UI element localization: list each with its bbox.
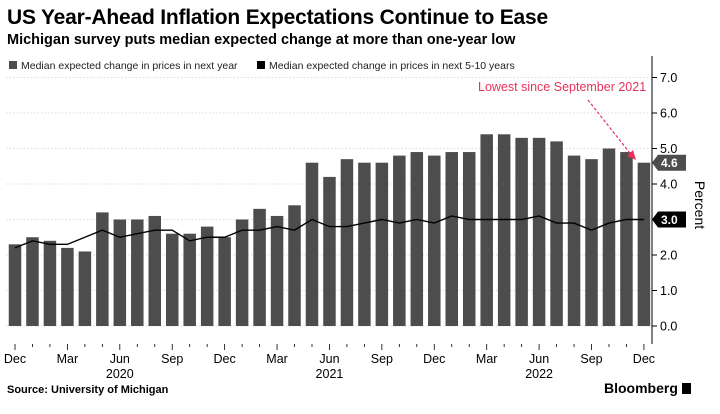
bar [375, 162, 389, 326]
bar [43, 240, 57, 326]
y-tick-label: 2.0 [660, 249, 677, 263]
x-tick-label: Dec [633, 352, 655, 366]
last-value-bar-text: 4.6 [661, 156, 678, 170]
x-tick-label: Mar [57, 352, 79, 366]
bar [462, 152, 476, 326]
bar [497, 134, 511, 326]
bar [305, 162, 319, 326]
bar [532, 137, 546, 326]
brand-name: Bloomberg [604, 380, 678, 396]
x-tick-label: Dec [214, 352, 236, 366]
brand-logo: Bloomberg [604, 380, 691, 396]
bar [148, 215, 162, 326]
bar [183, 233, 196, 326]
x-year-label: 2020 [106, 367, 134, 381]
x-tick-label: Sep [161, 352, 183, 366]
x-year-label: 2021 [316, 367, 344, 381]
bar [358, 162, 371, 326]
bar [218, 237, 231, 326]
last-value-label-bar: 4.6 [652, 154, 686, 171]
bar [445, 152, 458, 326]
source-note: Source: University of Michigan [7, 384, 169, 396]
legend-swatch-bar [9, 61, 17, 69]
x-tick-label: Dec [423, 352, 445, 366]
annotation-arrowhead [627, 150, 636, 160]
y-tick-label: 1.0 [660, 284, 677, 298]
bar [428, 155, 441, 326]
bar [637, 162, 651, 326]
bar [620, 152, 633, 326]
x-tick-label: Sep [580, 352, 602, 366]
legend-swatch-line [257, 61, 265, 69]
bar [550, 141, 563, 326]
chart-subtitle: Michigan survey puts median expected cha… [7, 32, 516, 48]
bar-series [8, 134, 651, 326]
bloomberg-terminal-icon [681, 383, 691, 394]
bar [270, 215, 284, 326]
y-tick-label: 5.0 [660, 142, 677, 156]
y-tick-label: 4.0 [660, 178, 677, 192]
x-tick-label: Jun [319, 352, 339, 366]
last-value-line-text: 3.0 [661, 213, 678, 227]
bar [96, 212, 109, 326]
legend-label-bar: Median expected change in prices in next… [21, 60, 238, 72]
bar [78, 251, 92, 326]
annotation: Lowest since September 2021 [478, 80, 646, 160]
x-year-label: 2022 [525, 367, 553, 381]
y-axis-ticks: 0.0 1.0 2.0 3.0 4.0 5.0 6.0 7.0 [652, 71, 677, 334]
last-value-line-bg [652, 211, 686, 228]
bar [393, 155, 406, 326]
y-axis-label: Percent [692, 181, 708, 229]
x-tick-label: Sep [371, 352, 393, 366]
y-tick-label: 7.0 [660, 71, 677, 85]
annotation-text: Lowest since September 2021 [478, 80, 646, 94]
bar [480, 134, 493, 326]
bar [26, 237, 39, 326]
x-axis-ticks: Dec Mar Jun Sep Dec Mar Jun Sep Dec Mar Jun Sep Dec 2… [4, 344, 655, 381]
x-tick-label: Jun [529, 352, 549, 366]
x-tick-label: Mar [266, 352, 288, 366]
bar [288, 205, 301, 326]
bar [61, 247, 74, 326]
bar [235, 219, 249, 326]
annotation-arrow [587, 99, 634, 158]
y-tick-label: 0.0 [660, 320, 677, 334]
bar [8, 244, 22, 326]
y-tick-label: 6.0 [660, 107, 677, 121]
bar [515, 137, 528, 326]
bar [585, 159, 598, 326]
x-tick-label: Mar [476, 352, 498, 366]
line-series [14, 215, 644, 249]
bar [602, 148, 616, 326]
bar [253, 208, 266, 326]
x-tick-label: Jun [110, 352, 130, 366]
chart-title: US Year-Ahead Inflation Expectations Con… [7, 6, 548, 29]
bar [340, 159, 354, 326]
bar [567, 155, 581, 326]
legend: Median expected change in prices in next… [9, 60, 515, 72]
bar [410, 152, 424, 326]
bar [113, 219, 127, 326]
last-value-label-line: 3.0 [652, 211, 686, 228]
bar [323, 176, 336, 326]
last-value-bar-bg [652, 154, 686, 171]
bar [131, 219, 144, 326]
bar [200, 226, 214, 326]
legend-label-line: Median expected change in prices in next… [269, 60, 515, 72]
x-tick-label: Dec [4, 352, 26, 366]
bar [165, 233, 179, 326]
